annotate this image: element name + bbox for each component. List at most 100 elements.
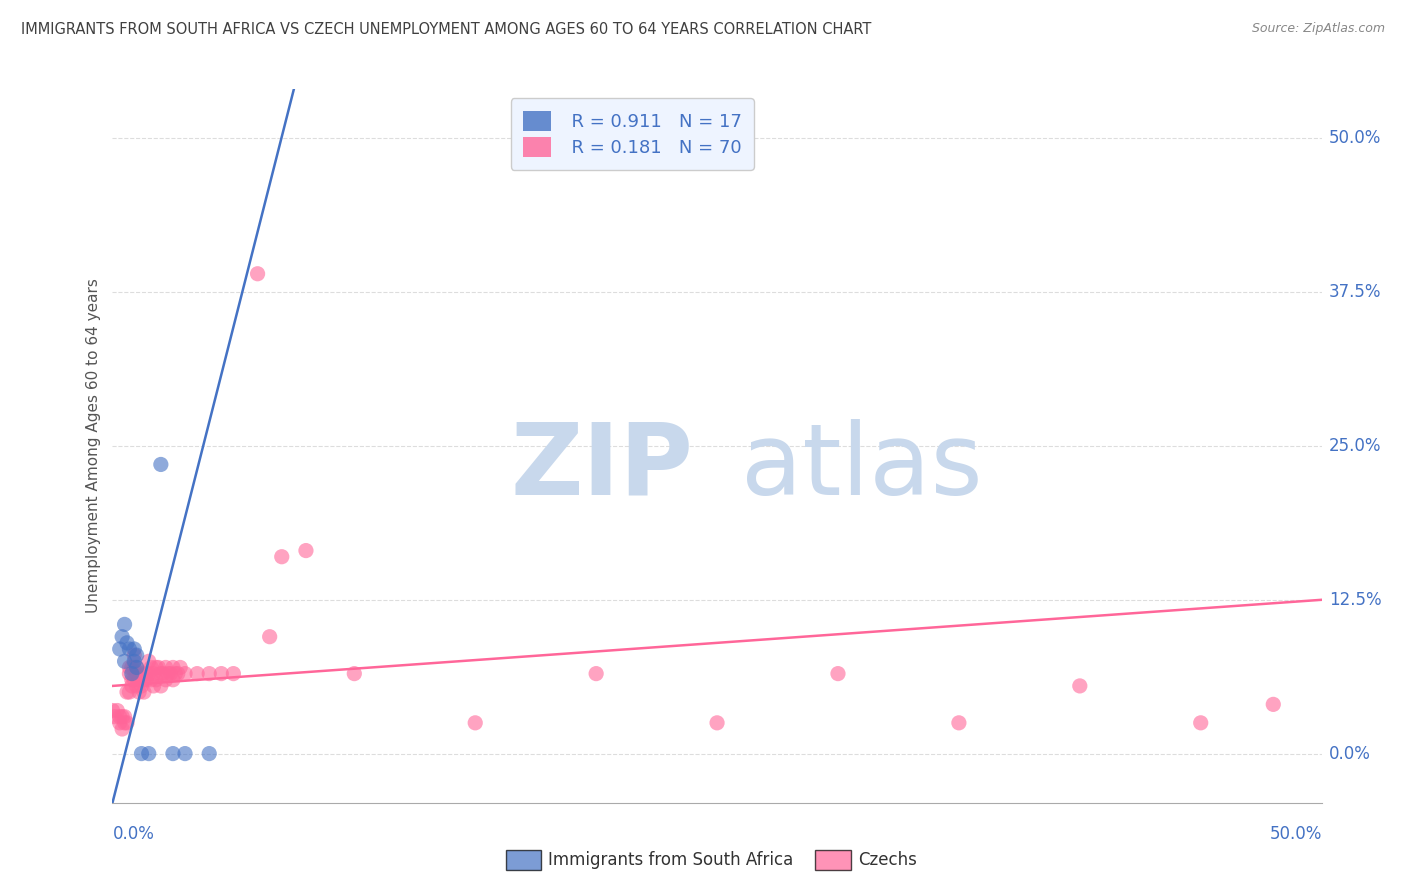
Point bbox=[122, 654, 145, 668]
Text: Czechs: Czechs bbox=[858, 851, 917, 869]
Point bbox=[162, 660, 184, 674]
Point bbox=[198, 666, 221, 681]
Point bbox=[114, 617, 136, 632]
Point bbox=[132, 673, 155, 687]
Point bbox=[125, 666, 148, 681]
Point bbox=[121, 679, 143, 693]
Point bbox=[1189, 715, 1212, 730]
Point bbox=[145, 660, 167, 674]
Point bbox=[138, 654, 160, 668]
Point bbox=[131, 679, 153, 693]
Point bbox=[104, 709, 127, 723]
Point bbox=[162, 747, 184, 761]
Point bbox=[118, 660, 141, 674]
Point bbox=[135, 666, 157, 681]
Point bbox=[108, 709, 131, 723]
Point bbox=[108, 715, 131, 730]
Point bbox=[114, 715, 136, 730]
Point bbox=[115, 685, 138, 699]
Point bbox=[131, 747, 153, 761]
Point bbox=[125, 660, 148, 674]
Point bbox=[114, 709, 136, 723]
Point bbox=[142, 666, 165, 681]
Point bbox=[270, 549, 292, 564]
Text: 25.0%: 25.0% bbox=[1329, 437, 1381, 455]
Text: atlas: atlas bbox=[741, 419, 983, 516]
Point bbox=[131, 666, 153, 681]
Point bbox=[174, 666, 197, 681]
Point bbox=[159, 666, 181, 681]
Text: 0.0%: 0.0% bbox=[1329, 745, 1371, 763]
Point bbox=[132, 685, 155, 699]
Text: 50.0%: 50.0% bbox=[1270, 825, 1322, 843]
Point bbox=[148, 660, 170, 674]
Point bbox=[152, 666, 174, 681]
Point bbox=[101, 704, 124, 718]
Point bbox=[149, 458, 172, 472]
Text: Source: ZipAtlas.com: Source: ZipAtlas.com bbox=[1251, 22, 1385, 36]
Text: IMMIGRANTS FROM SOUTH AFRICA VS CZECH UNEMPLOYMENT AMONG AGES 60 TO 64 YEARS COR: IMMIGRANTS FROM SOUTH AFRICA VS CZECH UN… bbox=[21, 22, 872, 37]
Point bbox=[155, 673, 177, 687]
Point bbox=[162, 673, 184, 687]
Point bbox=[121, 660, 143, 674]
Point bbox=[343, 666, 366, 681]
Point bbox=[108, 642, 131, 657]
Point bbox=[125, 679, 148, 693]
Point bbox=[135, 673, 157, 687]
Text: 0.0%: 0.0% bbox=[112, 825, 155, 843]
Point bbox=[198, 747, 221, 761]
Point bbox=[1069, 679, 1091, 693]
Point bbox=[122, 673, 145, 687]
Point bbox=[138, 666, 160, 681]
Point bbox=[295, 543, 318, 558]
Point bbox=[115, 636, 138, 650]
Point bbox=[115, 715, 138, 730]
Point bbox=[948, 715, 970, 730]
Point bbox=[138, 747, 160, 761]
Text: 50.0%: 50.0% bbox=[1329, 129, 1381, 147]
Point bbox=[585, 666, 607, 681]
Point bbox=[125, 648, 148, 662]
Text: Immigrants from South Africa: Immigrants from South Africa bbox=[548, 851, 793, 869]
Point bbox=[259, 630, 281, 644]
Text: ZIP: ZIP bbox=[510, 419, 693, 516]
Point bbox=[174, 747, 197, 761]
Point bbox=[222, 666, 245, 681]
Point bbox=[128, 673, 150, 687]
Point bbox=[166, 666, 188, 681]
Point bbox=[121, 673, 143, 687]
Point bbox=[141, 660, 163, 674]
Point bbox=[121, 666, 143, 681]
Point bbox=[186, 666, 208, 681]
Point bbox=[464, 715, 486, 730]
Point bbox=[105, 704, 128, 718]
Point bbox=[111, 630, 134, 644]
Point bbox=[114, 654, 136, 668]
Point bbox=[827, 666, 849, 681]
Point bbox=[246, 267, 269, 281]
Point bbox=[122, 648, 145, 662]
Point bbox=[111, 709, 134, 723]
Point bbox=[209, 666, 232, 681]
Point bbox=[122, 660, 145, 674]
Point bbox=[169, 660, 191, 674]
Text: 37.5%: 37.5% bbox=[1329, 283, 1381, 301]
Point bbox=[157, 666, 180, 681]
Point bbox=[155, 660, 177, 674]
Point bbox=[145, 673, 167, 687]
Point bbox=[122, 642, 145, 657]
Legend:   R = 0.911   N = 17,   R = 0.181   N = 70: R = 0.911 N = 17, R = 0.181 N = 70 bbox=[510, 98, 754, 169]
Point bbox=[706, 715, 728, 730]
Point bbox=[128, 685, 150, 699]
Point bbox=[149, 679, 172, 693]
Point bbox=[141, 673, 163, 687]
Point bbox=[111, 722, 134, 736]
Point bbox=[125, 660, 148, 674]
Point bbox=[142, 679, 165, 693]
Y-axis label: Unemployment Among Ages 60 to 64 years: Unemployment Among Ages 60 to 64 years bbox=[86, 278, 101, 614]
Point bbox=[118, 685, 141, 699]
Point bbox=[1263, 698, 1285, 712]
Point bbox=[118, 666, 141, 681]
Text: 12.5%: 12.5% bbox=[1329, 591, 1381, 609]
Point bbox=[165, 666, 187, 681]
